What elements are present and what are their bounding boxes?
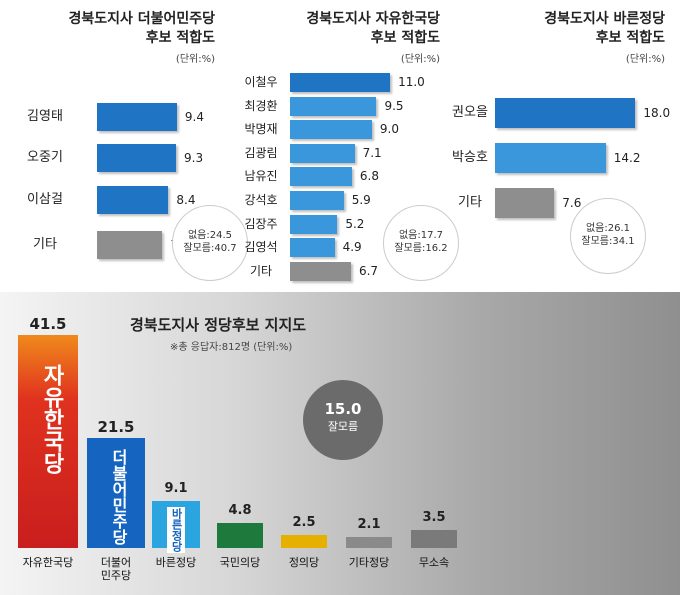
bar [18, 335, 78, 548]
value-label: 41.5 [29, 315, 67, 334]
category-label: 최경환 [244, 99, 278, 113]
chart-title: 경북도지사 정당후보 지지도 [130, 316, 307, 334]
value-label: 6.7 [358, 264, 379, 278]
category-label: 무소속 [418, 556, 450, 569]
category-label: 국민의당 [219, 556, 261, 569]
bar [290, 215, 338, 234]
value-label: 9.4 [184, 110, 204, 124]
value-label: 9.5 [384, 99, 404, 113]
bar [87, 437, 145, 548]
value-label: 2.1 [357, 517, 381, 533]
bar [290, 262, 351, 281]
chart-title: 경북도지사 더불어민주당 후보 적합도 [68, 11, 215, 46]
category-label: 이철우 [244, 75, 278, 89]
subtitle: ※총 응답자:812명 (단위:%) [170, 342, 293, 353]
unit-label: (단위:%) [400, 54, 440, 65]
bar [97, 144, 177, 172]
bar [290, 191, 344, 210]
chart-title: 경북도지사 자유한국당 후보 적합도 [306, 11, 440, 46]
unknown-bubble: 15.0 잘모름 [303, 380, 383, 460]
value-label: 5.9 [351, 193, 371, 207]
chart-title: 경북도지사 바른정당 후보 적합도 [544, 11, 665, 46]
note-text: 없음:17.7 [398, 230, 444, 241]
value-label: 4.8 [228, 503, 252, 519]
note-circle: 없음:26.1 잘모름:34.1 [570, 198, 646, 274]
category-label: 강석호 [244, 193, 278, 207]
value-label: 9.0 [379, 122, 399, 136]
note-circle: 없음:24.5 잘모름:40.7 [172, 205, 248, 281]
bar [411, 530, 457, 548]
bar [290, 97, 377, 116]
value-label: 18.0 [643, 106, 671, 120]
value-label: 7.1 [362, 146, 382, 160]
note-text: 잘모름:34.1 [581, 236, 635, 247]
category-label: 바른정당 [155, 556, 197, 569]
category-label: 박명재 [244, 122, 278, 136]
note-circle: 없음:17.7 잘모름:16.2 [383, 205, 459, 281]
category-label: 정의당 [288, 556, 320, 569]
note-text: 없음:26.1 [585, 223, 631, 234]
bubble-text: 15.0 [324, 400, 362, 418]
value-label: 3.5 [422, 510, 446, 526]
value-label: 5.2 [345, 217, 365, 231]
bar [346, 537, 392, 548]
bubble-text: 잘모름 [327, 420, 359, 433]
category-label: 기타 [33, 237, 57, 252]
category-label: 박승호 [452, 150, 488, 165]
note-text: 잘모름:40.7 [183, 243, 237, 254]
value-label: 14.2 [613, 151, 641, 165]
note-text: 없음:24.5 [187, 230, 233, 241]
bar [495, 98, 636, 128]
note-text: 잘모름:16.2 [394, 243, 448, 254]
category-label: 기타 [458, 195, 482, 210]
bar [495, 143, 606, 173]
category-label: 김장주 [244, 217, 278, 231]
bar [290, 238, 335, 257]
party-logo: 더불어민주당 [109, 448, 128, 545]
category-label: 남유진 [244, 169, 278, 183]
category-label: 김영석 [244, 240, 278, 254]
unit-label: (단위:%) [175, 54, 215, 65]
category-label: 자유한국당 [22, 556, 74, 569]
bar [97, 231, 163, 259]
bar [97, 103, 177, 131]
party-logo: 자유한국당 [39, 364, 64, 475]
bar [281, 535, 327, 548]
bar [217, 523, 263, 548]
value-label: 9.1 [164, 481, 188, 497]
category-label: 김광림 [244, 146, 278, 160]
bar [495, 188, 555, 218]
unit-label: (단위:%) [625, 54, 665, 65]
bar [290, 73, 391, 92]
category-label: 오중기 [27, 150, 63, 165]
value-label: 6.8 [359, 169, 379, 183]
category-label: 김영태 [27, 109, 63, 124]
value-label: 11.0 [398, 75, 425, 89]
value-label: 4.9 [342, 240, 362, 254]
category-label: 권오을 [452, 105, 488, 120]
category-label: 기타정당 [348, 556, 390, 569]
value-label: 8.4 [176, 193, 196, 207]
category-label: 더불어 민주당 [100, 556, 132, 582]
bar [97, 186, 169, 214]
category-label: 기타 [249, 264, 273, 278]
value-label: 2.5 [292, 515, 316, 531]
bar [290, 120, 372, 139]
party-logo: 바른정당 [167, 507, 185, 554]
category-label: 이삼걸 [27, 192, 63, 207]
bar [290, 144, 355, 163]
value-label: 21.5 [97, 417, 135, 436]
value-label: 9.3 [184, 151, 204, 165]
value-label: 7.6 [562, 196, 582, 210]
bar [290, 167, 352, 186]
